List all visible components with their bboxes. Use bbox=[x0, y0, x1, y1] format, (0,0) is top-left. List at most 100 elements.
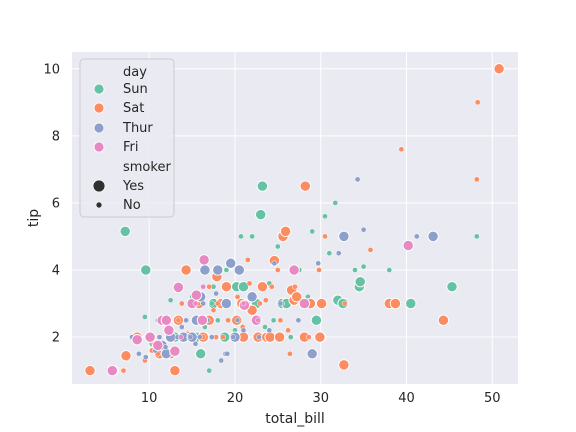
data-point-fri-smoker bbox=[144, 331, 156, 343]
data-point-sat-smoker bbox=[273, 331, 286, 343]
data-point-thur-nonsmoker bbox=[162, 344, 169, 350]
data-point-fri-smoker bbox=[402, 239, 414, 252]
data-point-sun-smoker bbox=[354, 276, 366, 288]
data-point-sat-smoker bbox=[84, 364, 96, 377]
y-tick-labels: 2 4 6 8 10 bbox=[43, 62, 60, 345]
data-point-thur-nonsmoker bbox=[187, 334, 194, 340]
data-point-sat-nonsmoker bbox=[292, 283, 298, 290]
data-point-fri-smoker bbox=[163, 324, 175, 336]
data-point-sun-smoker bbox=[310, 314, 323, 326]
data-point-thur-nonsmoker bbox=[240, 327, 247, 334]
legend-box bbox=[79, 58, 175, 218]
data-point-sat-smoker bbox=[169, 364, 181, 377]
data-point-thur-smoker bbox=[427, 230, 439, 243]
data-point-sun-nonsmoker bbox=[360, 263, 367, 270]
legend-marker-no bbox=[95, 201, 103, 209]
data-point-sat-nonsmoker bbox=[225, 317, 231, 324]
data-point-thur-smoker bbox=[246, 291, 258, 303]
data-point-sat-nonsmoker bbox=[120, 367, 127, 374]
legend-marker-fri bbox=[93, 141, 105, 153]
x-tick-label: 20 bbox=[227, 391, 244, 406]
y-tick-label: 2 bbox=[52, 331, 60, 346]
data-point-sun-nonsmoker bbox=[270, 317, 277, 324]
data-point-sat-nonsmoker bbox=[287, 350, 293, 357]
data-point-fri-smoker bbox=[152, 339, 164, 352]
data-point-sat-nonsmoker bbox=[220, 334, 226, 340]
data-point-thur-nonsmoker bbox=[335, 250, 342, 257]
legend-marker-thur bbox=[93, 122, 105, 134]
data-point-sat-smoker bbox=[437, 314, 450, 326]
data-point-thur-smoker bbox=[306, 348, 318, 360]
data-point-fri-smoker bbox=[190, 289, 203, 301]
data-point-sun-nonsmoker bbox=[206, 367, 213, 374]
data-point-sun-nonsmoker bbox=[249, 233, 255, 240]
data-point-sat-nonsmoker bbox=[322, 233, 328, 240]
data-point-thur-nonsmoker bbox=[315, 260, 322, 267]
x-tick-labels: 10 20 30 40 50 bbox=[141, 391, 501, 406]
data-point-thur-nonsmoker bbox=[208, 334, 215, 340]
data-point-sun-nonsmoker bbox=[309, 228, 316, 235]
data-point-fri-nonsmoker bbox=[178, 334, 184, 340]
data-point-sat-nonsmoker bbox=[244, 257, 251, 263]
data-point-sat-smoker bbox=[314, 331, 326, 343]
data-point-fri-nonsmoker bbox=[192, 300, 199, 307]
data-point-sat-smoker bbox=[389, 297, 402, 310]
y-tick-label: 8 bbox=[52, 129, 60, 144]
data-point-sat-nonsmoker bbox=[398, 146, 405, 153]
data-point-sun-smoker bbox=[195, 348, 207, 360]
data-point-thur-nonsmoker bbox=[271, 260, 278, 267]
data-point-thur-nonsmoker bbox=[354, 176, 361, 183]
data-point-thur-nonsmoker bbox=[266, 327, 273, 334]
data-point-sun-nonsmoker bbox=[386, 267, 393, 273]
data-point-thur-nonsmoker bbox=[200, 300, 207, 307]
data-point-sun-smoker bbox=[405, 297, 417, 310]
data-point-thur-smoker bbox=[225, 257, 237, 269]
legend-label-thur: Thur bbox=[122, 121, 153, 136]
data-point-fri-smoker bbox=[198, 254, 210, 266]
data-point-sat-nonsmoker bbox=[206, 283, 213, 290]
data-point-sun-nonsmoker bbox=[214, 317, 221, 324]
legend-label-sun: Sun bbox=[123, 82, 148, 97]
data-point-sat-nonsmoker bbox=[285, 327, 291, 334]
data-point-sat-smoker bbox=[256, 281, 269, 293]
data-point-sat-nonsmoker bbox=[367, 247, 374, 253]
x-axis-label: total_bill bbox=[265, 411, 325, 427]
data-point-thur-nonsmoker bbox=[277, 300, 284, 307]
data-point-sat-nonsmoker bbox=[473, 176, 480, 183]
data-point-sun-smoker bbox=[256, 180, 269, 192]
data-point-sun-nonsmoker bbox=[142, 314, 148, 320]
data-point-sat-nonsmoker bbox=[474, 99, 481, 106]
data-point-thur-nonsmoker bbox=[136, 350, 142, 357]
data-point-sat-nonsmoker bbox=[277, 317, 284, 324]
data-point-thur-nonsmoker bbox=[183, 317, 189, 324]
data-point-sun-smoker bbox=[140, 264, 152, 276]
data-point-fri-smoker bbox=[172, 281, 185, 294]
data-point-thur-nonsmoker bbox=[295, 317, 302, 324]
data-point-sun-smoker bbox=[446, 281, 458, 293]
data-point-sun-nonsmoker bbox=[208, 300, 215, 307]
data-point-sun-nonsmoker bbox=[238, 233, 244, 240]
legend: day Sun Sat Thur Fri smoker Yes No bbox=[79, 58, 175, 218]
x-tick-label: 10 bbox=[141, 391, 158, 406]
data-point-sun-smoker bbox=[237, 281, 250, 293]
data-point-sat-smoker bbox=[338, 359, 350, 371]
data-point-fri-smoker bbox=[169, 345, 181, 357]
data-point-thur-nonsmoker bbox=[192, 340, 199, 347]
data-point-fri-smoker bbox=[106, 364, 118, 377]
data-point-sun-nonsmoker bbox=[473, 233, 480, 240]
y-tick-label: 10 bbox=[43, 62, 60, 77]
data-point-fri-smoker bbox=[196, 314, 209, 326]
data-point-thur-nonsmoker bbox=[234, 317, 241, 324]
data-point-sun-nonsmoker bbox=[167, 297, 174, 304]
data-point-sun-nonsmoker bbox=[223, 267, 230, 273]
data-point-thur-nonsmoker bbox=[360, 226, 367, 233]
legend-label-sat: Sat bbox=[123, 101, 144, 116]
data-point-thur-nonsmoker bbox=[413, 233, 420, 240]
legend-label-yes: Yes bbox=[122, 179, 144, 194]
y-tick-label: 4 bbox=[52, 263, 60, 278]
data-point-sat-smoker bbox=[291, 291, 303, 303]
data-point-thur-nonsmoker bbox=[213, 290, 219, 297]
data-points bbox=[84, 63, 505, 377]
x-tick-label: 40 bbox=[398, 391, 415, 406]
